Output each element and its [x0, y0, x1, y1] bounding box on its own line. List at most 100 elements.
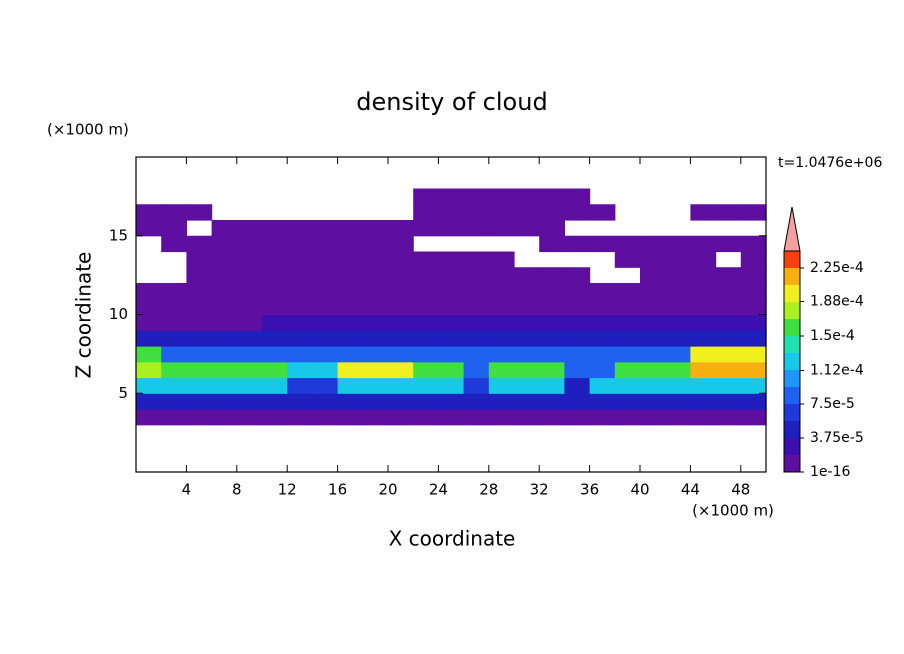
- contour-cell: [262, 409, 288, 426]
- contour-cell: [413, 283, 439, 300]
- contour-cell: [463, 298, 490, 316]
- contour-cell: [564, 377, 591, 394]
- contour-cell: [514, 346, 540, 363]
- colorbar-frame: [783, 250, 801, 473]
- contour-cell: [539, 377, 565, 394]
- contour-cell: [614, 235, 641, 253]
- contour-cell: [287, 283, 313, 300]
- contour-cell: [236, 283, 263, 300]
- contour-cell: [488, 267, 515, 284]
- contour-cell: [161, 377, 187, 394]
- contour-cell: [715, 298, 742, 316]
- contour-cell: [690, 361, 717, 379]
- contour-cell: [740, 393, 767, 410]
- contour-cell: [388, 220, 414, 237]
- contour-cell: [211, 235, 238, 253]
- x-tick-label: 4: [182, 481, 192, 499]
- contour-cell: [740, 361, 767, 379]
- contour-cell: [564, 346, 591, 363]
- contour-cell: [312, 314, 339, 331]
- contour-cell: [136, 361, 162, 379]
- contour-cell: [388, 330, 414, 347]
- colorbar-band: [784, 268, 800, 285]
- contour-cell: [136, 409, 162, 426]
- contour-cell: [262, 346, 288, 363]
- contour-cell: [236, 314, 263, 331]
- contour-cell: [161, 283, 187, 300]
- contour-cell: [287, 346, 313, 363]
- colorbar-band: [784, 353, 800, 370]
- contour-cell: [388, 235, 414, 253]
- contour-cell: [539, 188, 565, 205]
- contour-cell: [665, 298, 691, 316]
- contour-cell: [715, 235, 742, 253]
- contour-cell: [236, 298, 263, 316]
- colorbar-band: [784, 285, 800, 302]
- contour-cell: [438, 314, 465, 331]
- contour-cell: [665, 267, 691, 284]
- contour-cell: [287, 267, 313, 284]
- contour-cell: [211, 283, 238, 300]
- contour-cell: [413, 204, 439, 221]
- y-unit: (×1000 m): [47, 121, 129, 139]
- contour-cell: [211, 267, 238, 284]
- contour-cell: [740, 251, 767, 268]
- contour-cell: [362, 330, 389, 347]
- contour-cell: [388, 298, 414, 316]
- contour-cell: [690, 298, 717, 316]
- contour-cell: [463, 409, 490, 426]
- contour-cell: [186, 283, 213, 300]
- contour-cell: [665, 346, 691, 363]
- contour-cell: [362, 314, 389, 331]
- contour-cell: [337, 298, 364, 316]
- contour-cell: [236, 251, 263, 268]
- contour-cell: [564, 361, 591, 379]
- contour-cell: [388, 377, 414, 394]
- colorbar-band: [784, 302, 800, 319]
- contour-cell: [312, 409, 339, 426]
- contour-cell: [665, 283, 691, 300]
- contour-cell: [262, 220, 288, 237]
- x-tick-label: 48: [731, 481, 750, 499]
- x-tick-label: 36: [580, 481, 599, 499]
- contour-cell: [589, 330, 616, 347]
- x-tick-label: 28: [479, 481, 498, 499]
- contour-cell: [362, 346, 389, 363]
- contour-cell: [514, 188, 540, 205]
- contour-cell: [640, 267, 666, 284]
- contour-cell: [287, 251, 313, 268]
- contour-cell: [161, 393, 187, 410]
- colorbar-band: [784, 370, 800, 387]
- contour-cell: [362, 377, 389, 394]
- contour-cell: [564, 204, 591, 221]
- contour-cell: [463, 188, 490, 205]
- contour-cell: [262, 330, 288, 347]
- contour-cell: [640, 330, 666, 347]
- contour-cell: [514, 204, 540, 221]
- contour-cell: [262, 298, 288, 316]
- contour-cell: [640, 346, 666, 363]
- contour-cell: [211, 330, 238, 347]
- x-tick-label: 8: [232, 481, 242, 499]
- contour-cell: [287, 298, 313, 316]
- contour-cell: [186, 204, 213, 221]
- contour-cell: [337, 377, 364, 394]
- chart-title: density of cloud: [356, 88, 547, 116]
- contour-cell: [614, 314, 641, 331]
- contour-cell: [211, 298, 238, 316]
- contour-cell: [413, 188, 439, 205]
- contour-cell: [564, 298, 591, 316]
- contour-cell: [488, 188, 515, 205]
- contour-cell: [337, 220, 364, 237]
- contour-cell: [136, 330, 162, 347]
- contour-cell: [262, 361, 288, 379]
- contour-cell: [312, 393, 339, 410]
- contour-cell: [362, 267, 389, 284]
- contour-cell: [136, 346, 162, 363]
- y-tick-label: 5: [118, 384, 128, 402]
- contour-cell: [564, 314, 591, 331]
- contour-cell: [488, 330, 515, 347]
- contour-cell: [740, 204, 767, 221]
- contour-cell: [564, 393, 591, 410]
- contour-cell: [186, 330, 213, 347]
